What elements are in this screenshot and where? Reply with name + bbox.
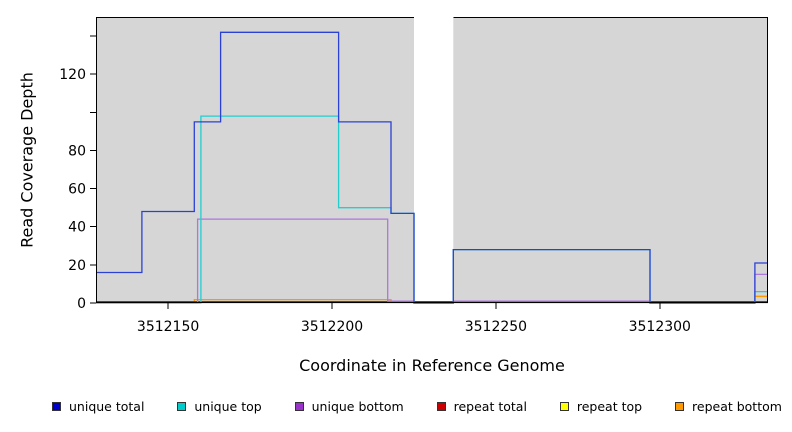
y-tick-label: 60 [68,182,86,198]
legend-item: repeat top [559,399,643,414]
legend-item: repeat total [436,399,527,414]
x-tick-label: 3512250 [465,319,527,335]
coverage-plot-svg: 3512150 3512200 3512250 3512300 0 20 40 60 80 120 [59,17,768,335]
legend-swatch [52,402,61,411]
legend-label: repeat bottom [692,399,782,414]
x-tick-label: 3512300 [629,319,691,335]
legend-swatch [559,402,569,411]
y-axis-title: Read Coverage Depth [17,72,37,248]
legend-label: unique bottom [311,399,404,414]
y-tick-label: 80 [68,144,86,160]
legend-swatch [436,402,446,411]
legend-item: unique total [52,399,144,414]
legend-label: repeat total [453,399,527,414]
y-tick-label: 0 [77,296,86,312]
legend-label: unique top [194,399,262,414]
legend-swatch [177,402,187,411]
shaded-region [96,17,414,303]
y-tick-label: 20 [68,258,86,274]
legend-item: repeat bottom [675,399,782,414]
x-axis-title: Coordinate in Reference Genome [299,356,565,375]
x-tick-label: 3512200 [301,319,363,335]
legend-item: unique bottom [294,399,404,414]
legend-label: unique total [69,399,145,414]
legend-label: repeat top [576,399,643,414]
legend-swatch [294,402,304,411]
legend-item: unique top [177,399,262,414]
y-tick-label: 120 [59,67,86,83]
shaded-region [453,17,768,303]
y-tick-label: 40 [68,220,86,236]
legend-swatch [675,402,685,411]
series-unique-total [96,31,768,304]
legend: unique total unique top unique bottom re… [52,399,782,414]
x-tick-label: 3512150 [137,319,199,335]
